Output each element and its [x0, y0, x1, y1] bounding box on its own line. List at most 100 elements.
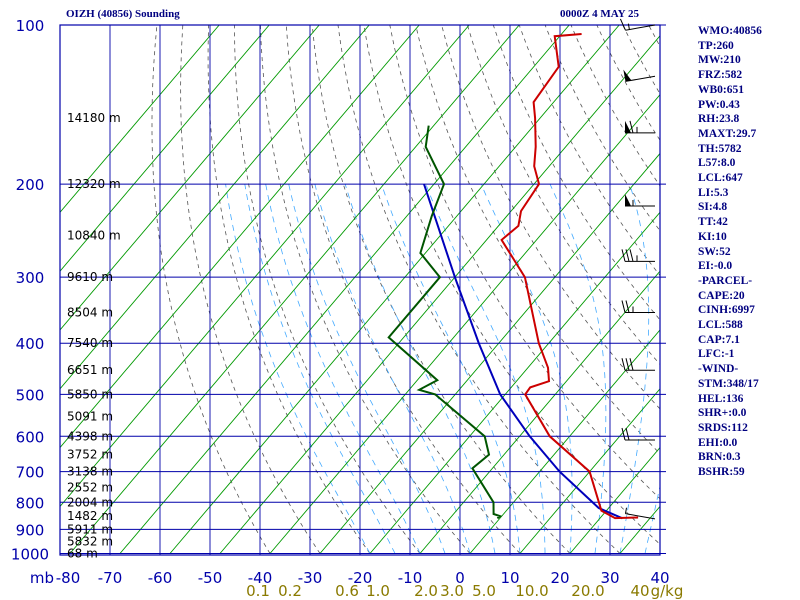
wind-barb-half [624, 507, 627, 514]
height-label: 2552 m [67, 480, 113, 494]
index-item: STM:348/17 [698, 377, 759, 390]
wind-barb-full [629, 120, 634, 133]
station-title: OIZH (40856) Sounding [66, 8, 180, 20]
plot-frame [59, 24, 661, 556]
moist-adiabat-line [480, 183, 573, 554]
wind-barb-full [625, 249, 630, 262]
index-item: LCL:588 [698, 319, 743, 332]
height-label: 1482 m [67, 509, 113, 523]
isotherms [60, 25, 660, 554]
temperature-tick-label: -30 [298, 569, 323, 587]
temperature-tick-label: -70 [98, 569, 123, 587]
index-item: CAPE:20 [698, 289, 745, 302]
moist-adiabat-line [644, 484, 660, 554]
isotherm-line [319, 152, 660, 554]
isotherm-line [60, 25, 470, 508]
wind-barb-staff [625, 513, 656, 520]
dry-adiabat-line [285, 25, 521, 554]
index-item: EHI:0.0 [698, 436, 738, 449]
pressure-labels: 100 200 300 400 500 600 700 800 900 1000 [11, 17, 49, 564]
index-item: LCL:647 [698, 172, 743, 185]
mixing-ratio-label: 20.0 [571, 582, 604, 600]
isotherm-line [419, 270, 660, 554]
moist-adiabat-line [619, 183, 650, 554]
axis-unit-label: mb [30, 569, 54, 587]
temperature-tick-label: -50 [198, 569, 223, 587]
pressure-tick-label: 900 [16, 521, 45, 539]
index-item: LFC:-1 [698, 348, 735, 361]
index-item: KI:10 [698, 230, 727, 243]
index-item: BSHR:59 [698, 466, 745, 479]
isotherm-line [569, 446, 660, 554]
mixing-ratio-label: 0.1 [246, 582, 270, 600]
index-item: WB0:651 [698, 83, 744, 96]
height-label: 3752 m [67, 448, 113, 462]
height-labels: 14180 m 12320 m 10840 m 9610 m 8504 m 7540 m 6… [67, 111, 121, 560]
wind-barb-staff [625, 24, 656, 31]
index-item: WMO:40856 [698, 25, 762, 37]
height-label: 4398 m [67, 429, 113, 443]
dry-adiabat-line [151, 25, 271, 554]
pressure-tick-label: 100 [16, 17, 45, 35]
dry-adiabat-line [311, 25, 571, 554]
height-label: 12320 m [67, 177, 121, 191]
stability-indices: WMO:40856 TP:260 MW:210 FRZ:582 WB0:651 PW:0.… [698, 24, 762, 480]
mixing-ratio-label: g/kg [651, 582, 684, 600]
isotherm-line [60, 25, 420, 449]
isotherm-line [119, 25, 570, 554]
index-item: CINH:6997 [698, 304, 755, 317]
index-item: FRZ:582 [698, 69, 743, 82]
index-item: -WIND- [698, 363, 739, 376]
temperature-tick-label: 10 [500, 569, 519, 587]
isotherm-line [60, 25, 220, 214]
wind-barb-full [625, 427, 630, 441]
dry-adiabat-line [260, 25, 471, 554]
wind-barb-full [629, 358, 634, 371]
pressure-tick-label: 600 [16, 428, 45, 446]
dewpoint-curve [387, 125, 503, 520]
height-label: 8504 m [67, 306, 113, 320]
temperature-labels: mb -80 -70 -60 -50 -40 -30 -20 -10 0 10 20 30 40 [30, 569, 670, 587]
parcel-curve [423, 183, 623, 520]
dry-adiabat-line [492, 25, 660, 321]
pressure-tick-label: 200 [16, 176, 45, 194]
mixing-ratio-label: 5.0 [472, 582, 496, 600]
pressure-tick-label: 800 [16, 494, 45, 512]
index-item: SW:52 [698, 245, 731, 258]
index-item: TT:42 [698, 216, 728, 229]
isotherm-line [369, 211, 660, 554]
wind-barb-full [621, 249, 626, 262]
isotherm-line [219, 35, 660, 554]
wind-barb-full [621, 427, 626, 441]
temperature-tick-label: -60 [148, 569, 173, 587]
index-item: RH:23.8 [698, 113, 740, 126]
temperature-tick-label: 30 [600, 569, 619, 587]
isotherm-line [269, 93, 660, 554]
isotherm-line [60, 25, 370, 390]
index-item: CAP:7.1 [698, 333, 740, 346]
index-item: -PARCEL- [698, 274, 753, 287]
temperature-tick-label: -20 [348, 569, 373, 587]
temperature-tick-label: -80 [56, 569, 81, 587]
dry-adiabat-line [389, 25, 660, 500]
height-label: 68 m [67, 547, 98, 561]
height-label: 5832 m [67, 535, 113, 549]
wind-barb-full [625, 300, 630, 313]
dry-adiabat-line [778, 25, 800, 554]
height-label: 5091 m [67, 409, 113, 423]
pressure-tick-label: 300 [16, 269, 45, 287]
index-item: L57:8.0 [698, 157, 736, 170]
wind-barb-full [619, 18, 626, 31]
moist-adiabat-line [549, 183, 607, 554]
temperature-tick-label: 0 [455, 569, 465, 587]
temperature-tick-label: -10 [398, 569, 423, 587]
temperature-curve [500, 33, 639, 520]
mixing-ratio-label: 0.6 [335, 582, 359, 600]
mixing-ratio-label: 1.0 [366, 582, 390, 600]
dry-adiabat-line [441, 25, 660, 410]
height-label: 3138 m [67, 465, 113, 479]
index-item: LI:5.3 [698, 186, 729, 199]
dry-adiabat-line [363, 25, 660, 545]
dry-adiabat-line [207, 25, 371, 554]
height-label: 10840 m [67, 228, 121, 242]
